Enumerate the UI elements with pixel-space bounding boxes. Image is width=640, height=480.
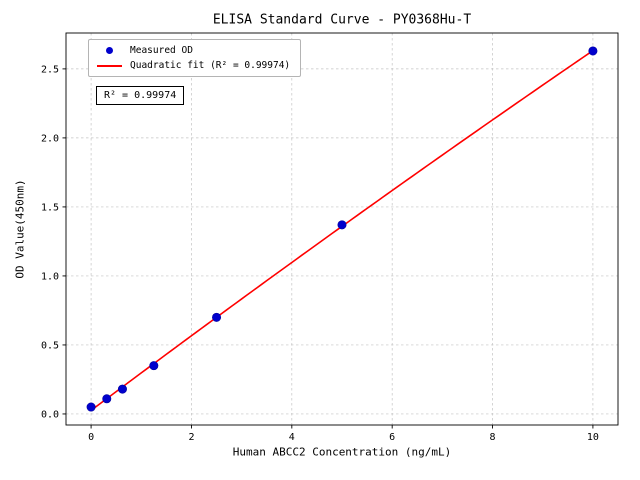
svg-text:2.5: 2.5 [41, 64, 59, 75]
legend: Measured OD Quadratic fit (R² = 0.99974) [88, 39, 302, 77]
legend-label-quadratic-fit: Quadratic fit (R² = 0.99974) [130, 60, 291, 71]
legend-item-measured-od: Measured OD [97, 45, 290, 56]
svg-text:1.5: 1.5 [41, 202, 59, 213]
svg-text:10: 10 [587, 432, 599, 443]
svg-text:6: 6 [389, 432, 395, 443]
legend-scatter-marker-icon [106, 47, 113, 54]
legend-line-marker-icon [97, 64, 122, 67]
svg-text:0: 0 [88, 432, 94, 443]
svg-text:2: 2 [188, 432, 194, 443]
svg-text:4: 4 [289, 432, 295, 443]
x-axis-label: Human ABCC2 Concentration (ng/mL) [232, 445, 452, 459]
svg-text:2.0: 2.0 [41, 133, 59, 144]
legend-item-quadratic-fit: Quadratic fit (R² = 0.99974) [97, 60, 290, 71]
svg-text:0.5: 0.5 [41, 340, 59, 351]
svg-text:0.0: 0.0 [41, 409, 59, 420]
chart-title: ELISA Standard Curve - PY0368Hu-T [212, 12, 472, 28]
y-axis-label: OD Value(450nm) [13, 179, 27, 279]
legend-label-measured-od: Measured OD [130, 45, 193, 56]
svg-text:8: 8 [490, 432, 496, 443]
svg-text:1.0: 1.0 [41, 271, 59, 282]
r-squared-annotation: R² = 0.99974 [96, 86, 185, 105]
